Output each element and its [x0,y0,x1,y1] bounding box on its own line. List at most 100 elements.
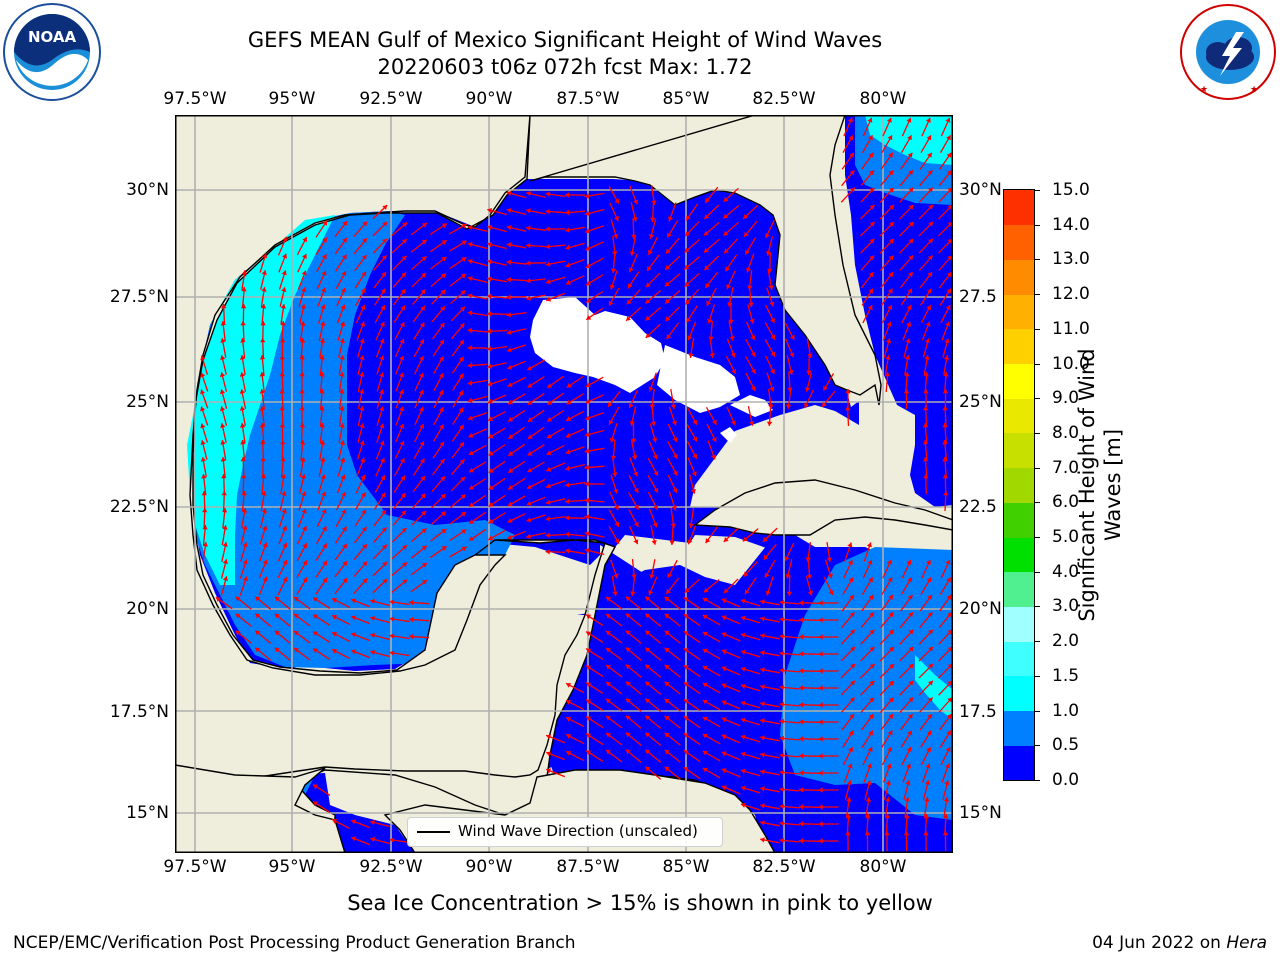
wind-arrow-head [506,225,512,231]
wind-arrow-head [360,288,366,294]
wind-arrow-head [908,612,913,618]
wind-arrow-head [823,385,828,391]
wind-arrow-head [565,465,571,471]
wind-arrow-head [946,152,952,158]
wind-arrow-head [673,453,678,459]
wind-arrow-head [667,232,672,238]
colorbar-tick-mark [1034,432,1040,434]
wind-arrow-head [242,525,248,530]
wind-arrow-head [806,370,812,375]
wind-arrow-head [459,323,465,329]
wind-arrow-head [760,735,765,741]
wind-arrow-head [868,272,874,278]
wind-arrow-head [222,508,228,513]
wind-arrow-head [361,527,367,532]
wind-arrow-head [506,312,512,318]
wind-arrow-head [545,516,551,522]
wind-arrow-head [745,249,750,255]
wind-arrow-head [743,571,749,577]
x-tick-top: 87.5°W [556,89,620,109]
map-subtitle: 20220603 t06z 072h fcst Max: 1.72 [377,55,753,79]
wind-arrow-head [770,318,775,323]
florida-land [529,115,882,406]
wind-arrow-head [647,266,652,271]
wind-arrow-head [586,648,592,654]
wind-arrow-head [908,646,914,652]
wind-arrow-head [459,442,464,447]
wind-arrow-head [727,302,733,307]
wind-arrow-head [850,646,855,652]
wind-arrow-head [585,382,591,388]
wind-arrow-head [887,747,892,752]
wind-arrow-head [351,598,357,604]
wind-arrow-head [924,797,930,802]
wind-arrow-head [888,152,893,158]
wind-arrow-head [339,355,345,360]
wind-arrow-head [461,240,467,246]
wind-arrow-head [927,714,932,719]
wind-arrow-head [613,233,619,239]
wind-arrow-head [439,459,445,464]
wind-arrow-head [341,271,347,277]
wind-arrow-head [703,247,709,253]
wind-arrow-head [332,598,338,603]
wind-arrow-head [923,372,930,377]
wind-arrow-head [220,457,226,462]
wind-arrow-head [884,814,891,819]
wind-arrow-head [942,440,948,445]
wind-arrow-head [313,597,319,603]
wind-arrow-head [421,545,427,551]
wind-arrow-head [370,837,376,843]
wind-arrow-head [609,437,615,443]
wind-arrow-head [222,542,228,547]
wind-arrow-head [239,406,246,411]
wind-arrow-head [926,135,932,141]
wind-arrow-head [789,352,795,358]
wind-arrow-head [613,573,619,579]
colorbar-tick-label: 1.5 [1052,665,1080,686]
wind-arrow-head [546,483,551,489]
x-tick-top: 90°W [465,89,513,109]
wind-arrow-head [351,615,357,621]
wind-arrow-head [508,434,514,439]
wind-arrow-head [468,432,474,438]
wind-arrow-head [240,457,246,462]
wind-arrow-head [868,714,874,719]
wind-arrow-head [946,135,951,141]
wind-arrow-head [705,282,710,288]
wind-arrow-head [439,322,445,328]
wind-arrow-head [565,244,571,251]
wind-arrow-head [926,577,932,583]
wind-arrow-head [585,245,591,251]
wind-arrow-head [584,193,590,199]
wind-arrow-head [723,230,729,236]
wind-arrow-head [300,474,306,479]
wind-arrow-head [565,449,571,455]
wind-arrow-head [441,256,447,262]
wind-arrow-head [711,437,717,442]
wind-arrow-head [460,290,466,296]
wind-arrow-head [301,287,307,293]
y-tick-right: 25°N [959,392,1002,412]
wind-arrow-head [299,355,305,360]
wind-arrow-head [702,631,708,637]
wind-arrow-head [260,321,266,326]
wind-arrow-head [903,389,910,394]
wind-arrow-head [419,406,424,412]
wind-arrow-head [508,416,514,422]
colorbar-segment [1004,606,1034,642]
wind-arrow-head [664,664,670,670]
wind-arrow-head [633,521,639,527]
wind-arrow-head [370,616,376,622]
wind-arrow-head [799,736,804,742]
wind-arrow-head [740,632,746,638]
wind-arrow-head [765,233,770,238]
wind-arrow-head [321,270,327,276]
wind-arrow-head [664,732,670,738]
wind-arrow-head [887,559,892,565]
wind-arrow-head [665,265,671,270]
wind-arrow-head [924,355,930,360]
wind-arrow-head [507,399,513,405]
wind-arrow-head [887,288,893,294]
wind-arrow-head [299,440,306,445]
